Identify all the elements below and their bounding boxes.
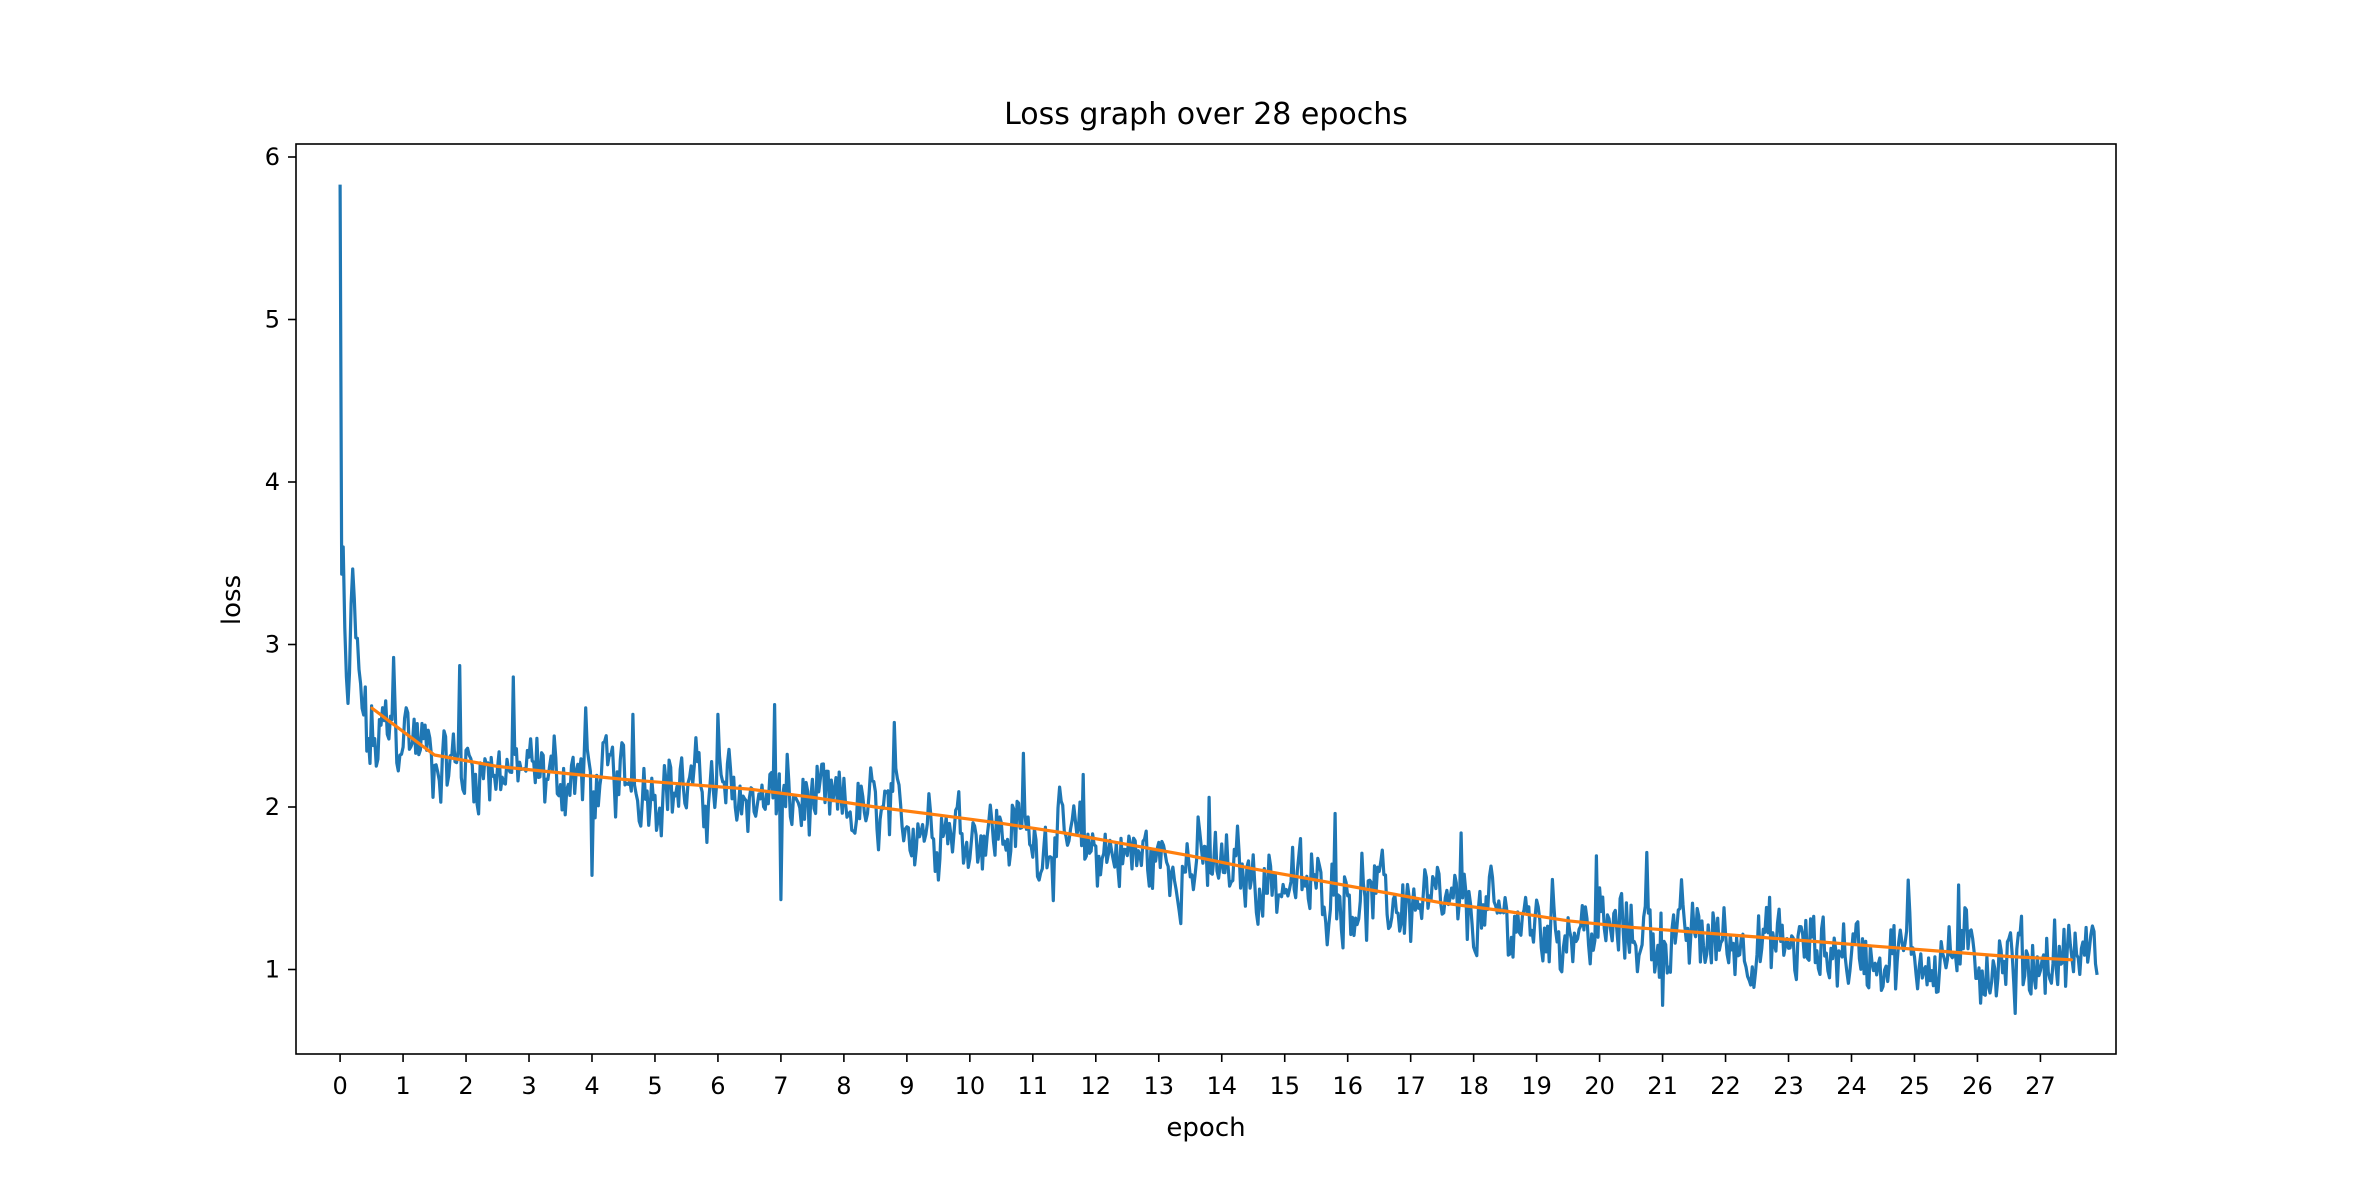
y-tick-label: 4 (265, 468, 280, 496)
epoch-average-series (370, 706, 2074, 962)
epoch-average-point (1063, 831, 1066, 835)
x-tick-label: 17 (1395, 1072, 1426, 1100)
x-tick-label: 22 (1710, 1072, 1741, 1100)
epoch-average-point (1818, 940, 1822, 944)
x-tick-label: 26 (1962, 1072, 1993, 1100)
plot-frame (295, 143, 2117, 1055)
x-tick-label: 6 (710, 1072, 725, 1100)
x-tick-label: 25 (1899, 1072, 1930, 1100)
x-tick-label: 24 (1836, 1072, 1867, 1100)
x-tick-label: 12 (1081, 1072, 1112, 1100)
epoch-average-point (2007, 955, 2011, 958)
x-tick-label: 7 (773, 1072, 788, 1100)
x-tick-label: 14 (1206, 1072, 1237, 1100)
epoch-average-point (1126, 843, 1129, 846)
chart-title: Loss graph over 28 epochs (1004, 97, 1408, 132)
raw-loss-line (338, 184, 2099, 1015)
y-tick-label: 1 (265, 956, 280, 984)
epoch-average-point (622, 778, 625, 781)
epoch-average-point (433, 753, 436, 757)
y-tick-label: 3 (265, 631, 280, 659)
epoch-average-point (874, 805, 877, 809)
x-tick-label: 21 (1647, 1072, 1678, 1100)
x-tick-label: 23 (1773, 1072, 1804, 1100)
x-tick-label: 11 (1018, 1072, 1049, 1100)
y-axis-title: loss (217, 575, 247, 625)
x-tick-label: 15 (1269, 1072, 1300, 1100)
epoch-average-point (685, 783, 688, 786)
x-tick-label: 1 (395, 1072, 410, 1100)
x-tick-label: 20 (1584, 1072, 1615, 1100)
epoch-average-point (1944, 950, 1948, 953)
epoch-average-point (811, 796, 814, 799)
x-tick-label: 3 (521, 1072, 536, 1100)
y-axis: 1 2 3 4 5 6 (265, 143, 296, 984)
epoch-average-point (748, 787, 751, 791)
x-tick-label: 27 (2025, 1072, 2056, 1100)
epoch-average-point (2070, 958, 2074, 961)
x-tick-label: 0 (332, 1072, 347, 1100)
plot-area (338, 184, 2099, 1015)
epoch-average-point (559, 771, 562, 775)
raw-loss-series (338, 184, 2099, 1015)
epoch-average-point (496, 765, 499, 768)
epoch-average-point (1189, 854, 1192, 857)
epoch-average-point (1566, 919, 1570, 922)
epoch-average-point (1629, 926, 1633, 929)
x-tick-label: 8 (836, 1072, 851, 1100)
x-tick-label: 13 (1143, 1072, 1174, 1100)
epoch-average-point (937, 813, 940, 817)
epoch-average-point (1755, 935, 1759, 939)
epoch-average-point (1000, 822, 1003, 825)
epoch-average-point (1315, 878, 1318, 882)
x-axis-title: epoch (1166, 1113, 1245, 1143)
x-tick-label: 16 (1332, 1072, 1363, 1100)
epoch-average-point (1692, 930, 1696, 934)
y-tick-label: 6 (265, 143, 280, 171)
epoch-average-point (1440, 901, 1444, 905)
epoch-average-point (1377, 890, 1381, 893)
epoch-average-point (370, 706, 373, 710)
x-tick-label: 5 (647, 1072, 662, 1100)
y-tick-label: 2 (265, 793, 280, 821)
epoch-average-point (1881, 945, 1885, 948)
epoch-average-point (1503, 909, 1507, 913)
y-tick-label: 5 (265, 306, 280, 334)
x-tick-label: 10 (955, 1072, 986, 1100)
x-tick-label: 18 (1458, 1072, 1489, 1100)
epoch-average-point (1252, 867, 1255, 870)
x-tick-label: 19 (1521, 1072, 1552, 1100)
x-axis: 0 1 2 3 4 5 6 7 8 9 10 11 12 13 14 15 16 17 18 19 20 21 22 23 24… (332, 1054, 2056, 1100)
x-tick-label: 2 (458, 1072, 473, 1100)
x-tick-label: 4 (584, 1072, 599, 1100)
x-tick-label: 9 (899, 1072, 914, 1100)
epoch-average-line (370, 706, 2072, 962)
